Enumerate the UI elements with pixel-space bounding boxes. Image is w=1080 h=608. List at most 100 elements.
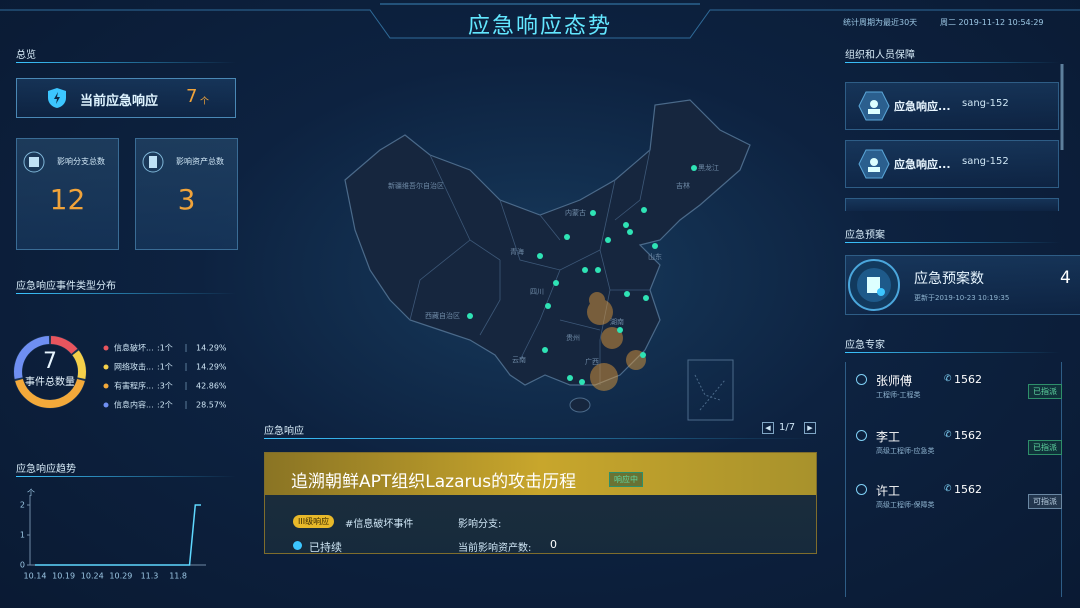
org-code: sang-152 bbox=[962, 98, 1009, 109]
x-tick-label: 10.24 bbox=[81, 572, 104, 581]
plan-label: 应急预案数 bbox=[914, 271, 984, 287]
map-label: 广西 bbox=[585, 357, 599, 366]
card-icon bbox=[23, 151, 45, 173]
event-status: 响应中 bbox=[609, 472, 643, 487]
map: 新疆维吾尔自治区 西藏自治区 青海 内蒙古 黑龙江 吉林 四川 贵州 云南 广西… bbox=[344, 99, 751, 421]
period: 统计周期为最近30天 bbox=[843, 18, 918, 27]
map-label: 山东 bbox=[648, 252, 662, 261]
donut-label: 事件总数量 bbox=[25, 375, 75, 388]
y-tick-label: 2 bbox=[20, 501, 25, 510]
section-title: 应急专家 bbox=[845, 340, 885, 351]
x-tick-label: 10.19 bbox=[52, 572, 75, 581]
y-axis-label: 个 bbox=[27, 489, 35, 498]
card-label: 影响资产总数 bbox=[176, 157, 224, 166]
expert-status[interactable]: 可指派 bbox=[1028, 494, 1062, 509]
current-value: 7 bbox=[186, 86, 198, 107]
event-level: III级响应 bbox=[293, 515, 335, 528]
donut-segment bbox=[15, 378, 85, 408]
section-title: 应急响应事件类型分布 bbox=[16, 281, 116, 292]
trend-line bbox=[35, 504, 201, 566]
hex-icon bbox=[858, 149, 890, 179]
legend-percent: 14.29% bbox=[196, 363, 227, 372]
legend-name: 信息内容... bbox=[114, 400, 154, 410]
y-tick-label: 0 bbox=[20, 561, 25, 570]
plan-icon bbox=[848, 259, 900, 311]
stat-card: 影响资产总数 3 bbox=[135, 138, 238, 250]
section-title: 应急响应趋势 bbox=[16, 464, 76, 475]
event-card[interactable]: 追溯朝鲜APT组织Lazarus的攻击历程 响应中 III级响应 #信息破坏事件… bbox=[264, 452, 817, 554]
org-item bbox=[845, 198, 1059, 211]
map-label: 青海 bbox=[510, 247, 524, 256]
legend-dot bbox=[103, 383, 109, 389]
org-item[interactable]: 应急响应... sang-152 bbox=[845, 140, 1059, 188]
donut-chart: 7 事件总数量 信息破坏...:1个 14.29%网络攻击...:1个 14.29%… bbox=[13, 335, 227, 410]
donut-segment bbox=[50, 336, 78, 355]
legend-percent: 42.86% bbox=[196, 382, 227, 391]
plan-updated: 更新于2019-10-23 10:19:35 bbox=[914, 294, 1010, 302]
x-tick-label: 11.3 bbox=[141, 572, 159, 581]
legend-value: :3个 bbox=[157, 382, 173, 391]
map-label: 贵州 bbox=[566, 333, 580, 342]
legend-percent: 28.57% bbox=[196, 401, 227, 410]
x-tick-label: 10.29 bbox=[109, 572, 132, 581]
legend-dot bbox=[103, 364, 109, 370]
experts-list: 张师傅 ✆ 1562 工程师-工程类 已指派 李工 ✆ 1562 高级工程师-应… bbox=[845, 362, 1062, 597]
y-tick-label: 1 bbox=[20, 531, 25, 540]
map-label: 吉林 bbox=[676, 181, 690, 190]
map-label: 云南 bbox=[512, 355, 526, 364]
org-code: sang-152 bbox=[962, 156, 1009, 167]
map-label: 西藏自治区 bbox=[425, 311, 460, 320]
next-button[interactable]: ▶ bbox=[804, 422, 816, 434]
hex-icon bbox=[858, 91, 890, 121]
current-label: 当前应急响应 bbox=[80, 94, 159, 109]
stat-card: 影响分支总数 12 bbox=[16, 138, 119, 250]
legend-name: 有害程序... bbox=[114, 381, 154, 391]
org-item[interactable]: 应急响应... sang-152 bbox=[845, 82, 1059, 130]
donut-segment bbox=[14, 336, 50, 379]
legend-value: :1个 bbox=[157, 363, 173, 372]
map-label: 新疆维吾尔自治区 bbox=[388, 181, 444, 190]
map-label: 湖南 bbox=[610, 317, 624, 326]
duration: 已持续 bbox=[309, 541, 342, 554]
assets-label: 当前影响资产数: bbox=[458, 543, 532, 554]
plan-box[interactable]: 应急预案数 4 更新于2019-10-23 10:19:35 bbox=[845, 255, 1080, 315]
section-title: 应急响应 bbox=[264, 426, 304, 437]
pager: 1/7 bbox=[779, 422, 796, 433]
org-name: 应急响应... bbox=[894, 158, 951, 171]
section-title: 应急预案 bbox=[845, 230, 885, 241]
event-tag: #信息破坏事件 bbox=[345, 519, 414, 530]
expert-role: 工程师-工程类 bbox=[876, 391, 921, 399]
map-label: 内蒙古 bbox=[565, 208, 586, 217]
card-label: 影响分支总数 bbox=[57, 157, 105, 166]
current-unit: 个 bbox=[200, 97, 210, 107]
assets-value: 0 bbox=[550, 538, 557, 551]
expert-name: 李工 bbox=[876, 430, 901, 444]
event-title: 追溯朝鲜APT组织Lazarus的攻击历程 bbox=[291, 472, 577, 492]
prev-button[interactable]: ◀ bbox=[762, 422, 774, 434]
trend-chart: 个 0 1 2 10.14 10.19 10.24 10.29 11.3 11.8 bbox=[20, 489, 206, 581]
card-value: 12 bbox=[49, 183, 86, 216]
x-tick-label: 11.8 bbox=[169, 572, 187, 581]
legend-dot bbox=[103, 345, 109, 351]
legend-name: 信息破坏... bbox=[114, 343, 154, 353]
expert-phone: 1562 bbox=[954, 373, 982, 386]
page-title: 应急响应态势 bbox=[467, 14, 612, 39]
current-box[interactable]: 当前应急响应 7 个 bbox=[16, 78, 236, 118]
card-icon bbox=[142, 151, 164, 173]
datetime: 周二 2019-11-12 10:54:29 bbox=[940, 18, 1044, 27]
legend-value: :1个 bbox=[157, 344, 173, 353]
legend-value: :2个 bbox=[157, 401, 173, 410]
branch-label: 影响分支: bbox=[458, 519, 502, 530]
card-value: 3 bbox=[177, 183, 196, 216]
expert-status[interactable]: 已指派 bbox=[1028, 440, 1062, 455]
section-title: 组织和人员保障 bbox=[845, 50, 915, 61]
org-name: 应急响应... bbox=[894, 100, 951, 113]
expert-phone: 1562 bbox=[954, 429, 982, 442]
section-title: 总览 bbox=[16, 50, 36, 61]
expert-status[interactable]: 已指派 bbox=[1028, 384, 1062, 399]
legend-percent: 14.29% bbox=[196, 344, 227, 353]
donut-segment bbox=[72, 350, 86, 379]
expert-role: 高级工程师-应急类 bbox=[876, 447, 935, 455]
